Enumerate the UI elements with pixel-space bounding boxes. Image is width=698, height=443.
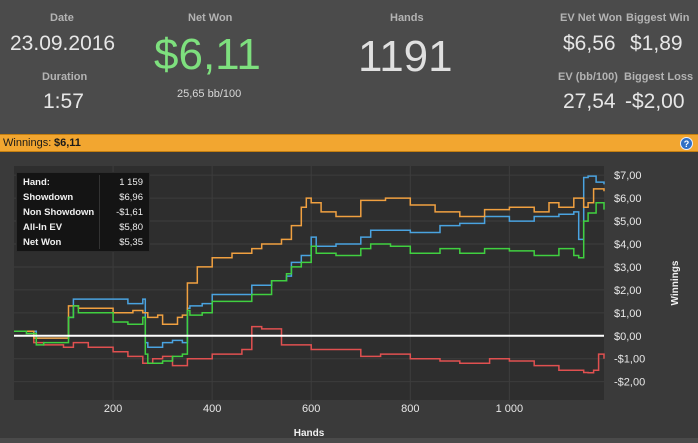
ev-bb-label: EV (bb/100) bbox=[558, 71, 618, 83]
hands-value: 1191 bbox=[358, 32, 453, 81]
ev-bb-value: 27,54 bbox=[563, 90, 616, 113]
hands-label: Hands bbox=[390, 12, 424, 24]
ev-net-won-label: EV Net Won bbox=[560, 12, 623, 24]
tooltip-key-hand: Hand: bbox=[23, 177, 50, 188]
y-tick-label: -$1,00 bbox=[614, 354, 645, 366]
y-tick-label: $1,00 bbox=[614, 308, 642, 320]
date-label: Date bbox=[50, 12, 74, 24]
bb-per-100: 25,65 bb/100 bbox=[177, 88, 242, 100]
biggest-loss-value: -$2,00 bbox=[625, 90, 685, 113]
biggest-win-value: $1,89 bbox=[630, 32, 683, 55]
x-tick-label: 1 000 bbox=[496, 403, 524, 415]
y-tick-label: $5,00 bbox=[614, 216, 642, 228]
tooltip-key-net-won: Net Won bbox=[23, 237, 62, 248]
x-tick-label: 600 bbox=[302, 403, 320, 415]
tooltip-value-showdown: $6,96 bbox=[119, 192, 143, 203]
net-won-label: Net Won bbox=[188, 12, 233, 24]
tooltip-key-showdown: Showdown bbox=[23, 192, 74, 203]
duration-value: 1:57 bbox=[43, 90, 84, 113]
stats-panel: Date 23.09.2016 Duration 1:57 Net Won $6… bbox=[0, 0, 698, 134]
series-line-showdown bbox=[14, 175, 605, 348]
hand-tooltip: Hand: 1 159 Showdown $6,96 Non Showdown … bbox=[16, 172, 150, 252]
x-tick-label: 200 bbox=[104, 403, 122, 415]
y-axis-title: Winnings bbox=[670, 260, 681, 305]
x-tick-label: 400 bbox=[203, 403, 221, 415]
y-tick-label: $6,00 bbox=[614, 193, 642, 205]
tooltip-value-net-won: $5,35 bbox=[119, 237, 143, 248]
duration-label: Duration bbox=[42, 71, 88, 83]
x-tick-label: 800 bbox=[401, 403, 419, 415]
biggest-loss-label: Biggest Loss bbox=[624, 71, 694, 83]
y-tick-label: $3,00 bbox=[614, 262, 642, 274]
biggest-win-label: Biggest Win bbox=[626, 12, 690, 24]
series-line-net-won bbox=[14, 201, 605, 365]
tooltip-key-non-showdown: Non Showdown bbox=[23, 207, 95, 218]
x-axis-title: Hands bbox=[294, 428, 325, 438]
y-tick-label: -$2,00 bbox=[614, 377, 645, 389]
tooltip-key-all-in-ev: All-In EV bbox=[23, 222, 63, 233]
winnings-bar: Winnings: $6,11 ? bbox=[0, 134, 698, 152]
y-tick-label: $2,00 bbox=[614, 285, 642, 297]
net-won-value: $6,11 bbox=[154, 30, 261, 79]
y-tick-label: $4,00 bbox=[614, 239, 642, 251]
series-line-all-in-ev bbox=[14, 188, 605, 339]
tooltip-value-non-showdown: -$1,61 bbox=[116, 207, 143, 218]
tooltip-separator bbox=[99, 175, 100, 249]
tooltip-value-all-in-ev: $5,80 bbox=[119, 222, 143, 233]
series-line-non-showdown bbox=[14, 325, 605, 374]
y-tick-label: $0,00 bbox=[614, 331, 642, 343]
ev-net-won-value: $6,56 bbox=[563, 32, 616, 55]
date-value: 23.09.2016 bbox=[10, 32, 116, 55]
winnings-bar-label: Winnings: bbox=[3, 137, 52, 149]
y-tick-label: $7,00 bbox=[614, 170, 642, 182]
winnings-bar-value: $6,11 bbox=[54, 137, 81, 149]
help-icon[interactable]: ? bbox=[680, 137, 693, 150]
tooltip-value-hand: 1 159 bbox=[119, 177, 143, 188]
